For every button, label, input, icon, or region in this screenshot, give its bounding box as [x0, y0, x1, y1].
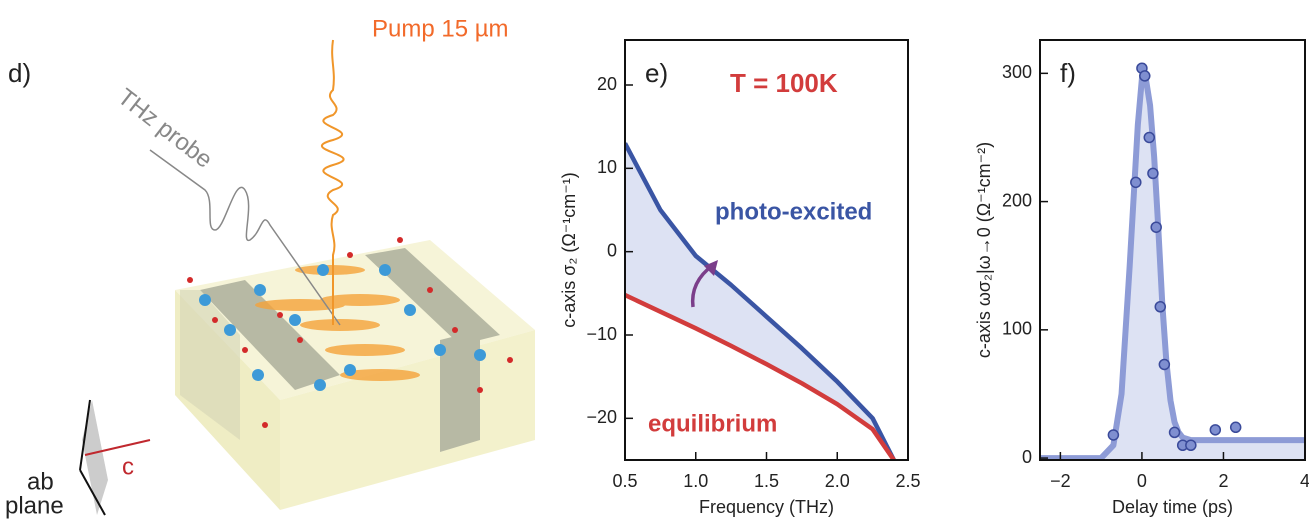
data-point — [1107, 429, 1120, 441]
y-tick-label: 10 — [597, 157, 617, 177]
y-tick-label: −10 — [586, 324, 617, 344]
annotation: equilibrium — [648, 410, 777, 437]
stripe — [200, 280, 340, 390]
illustration: d) Pump 15 µm THz probe ab plane c — [5, 15, 535, 519]
data-point — [1168, 426, 1181, 439]
data-point — [1130, 176, 1142, 189]
x-tick-label: −2 — [1050, 471, 1071, 491]
stripe — [365, 248, 500, 345]
x-tick-label: 1.5 — [754, 471, 779, 491]
data-point — [1147, 167, 1159, 180]
y-tick-label: 20 — [597, 74, 617, 94]
y-axis-label: c-axis σ₂ (Ω⁻¹cm⁻¹) — [559, 172, 579, 328]
axis-arrow — [79, 399, 91, 471]
x-tick-label: 2.5 — [895, 471, 920, 491]
ab-label: ab — [27, 468, 54, 495]
y-tick-label: 100 — [1002, 319, 1032, 339]
y-axis-label: c-axis ωσ₂|ω→0 (Ω⁻¹cm⁻²) — [974, 142, 994, 358]
data-point — [1154, 300, 1167, 313]
oxygens — [187, 237, 513, 428]
x-tick-label: 2 — [1218, 471, 1228, 491]
data-point — [1209, 424, 1222, 436]
data-point — [1158, 358, 1171, 371]
atoms — [199, 264, 486, 391]
panel-label: f) — [1060, 58, 1076, 88]
fill-between — [625, 143, 894, 461]
x-axis-label: Frequency (THz) — [699, 497, 834, 517]
annotation: T = 100K — [730, 68, 838, 98]
probe-wave — [149, 149, 341, 326]
stripe-side — [440, 330, 480, 452]
pump-label: Pump 15 µm — [372, 15, 509, 42]
data-point — [1150, 221, 1162, 233]
plot-frame — [1039, 39, 1306, 461]
x-tick-label: 0 — [1137, 471, 1147, 491]
panel-label: e) — [645, 58, 668, 88]
data-point — [1139, 70, 1151, 82]
y-tick-label: 300 — [1002, 62, 1032, 82]
excitations — [255, 265, 420, 381]
pump-wave — [320, 39, 345, 325]
arrow-head — [704, 260, 718, 276]
x-tick-label: 0.5 — [612, 471, 637, 491]
c-arrow — [84, 439, 151, 456]
panel-label: d) — [8, 58, 31, 88]
data-point — [1229, 421, 1242, 434]
x-tick-label: 2.0 — [825, 471, 850, 491]
data-point — [1185, 439, 1197, 452]
line — [625, 292, 896, 460]
y-tick-label: −20 — [586, 407, 617, 427]
annotation: photo-excited — [715, 198, 872, 225]
y-tick-label: 0 — [1022, 447, 1032, 467]
c-label: c — [122, 453, 134, 480]
line — [1040, 75, 1305, 460]
ab-plane — [82, 400, 108, 515]
x-tick-label: 4 — [1300, 471, 1309, 491]
ab-label: plane — [5, 492, 64, 519]
axis-arrow — [79, 469, 106, 516]
x-axis-label: Delay time (ps) — [1112, 497, 1233, 517]
x-tick-label: 1.0 — [683, 471, 708, 491]
y-tick-label: 0 — [607, 240, 617, 260]
line — [625, 142, 896, 460]
y-tick-label: 200 — [1002, 190, 1032, 210]
data-point — [1143, 131, 1156, 144]
